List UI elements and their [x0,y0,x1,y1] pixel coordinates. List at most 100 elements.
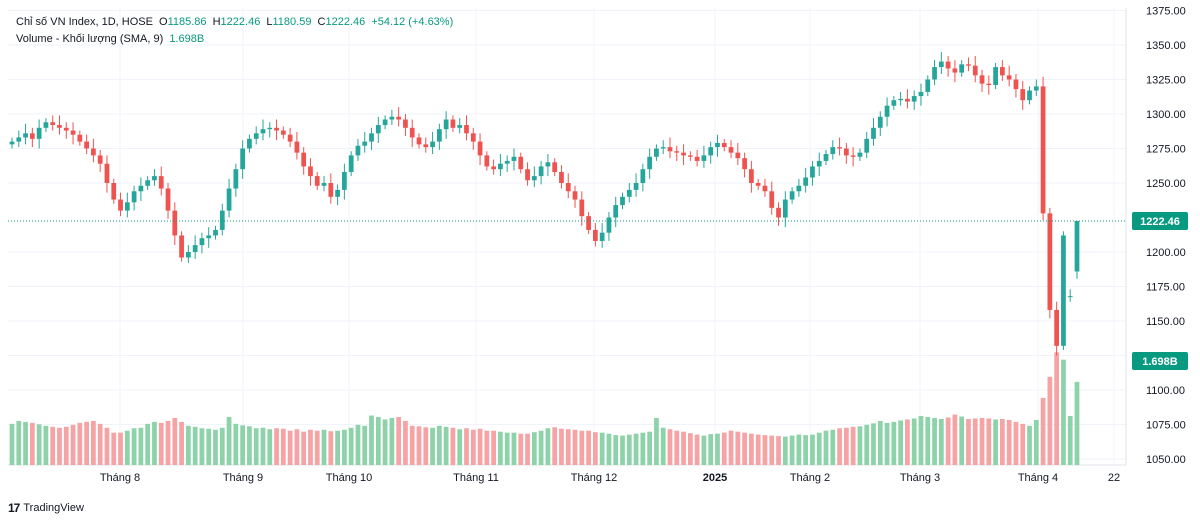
time-axis[interactable]: Tháng 8 Tháng 9 Tháng 10 Tháng 11 Tháng 12 20… [100,472,1120,484]
time-tick-label: Tháng 10 [326,472,372,484]
candle-body [925,79,931,92]
volume-bar [762,435,768,465]
change-value: +54.12 (+4.63%) [371,16,454,28]
candle-body [837,147,842,149]
candle-body [213,229,218,236]
volume-bar [918,416,924,465]
volume-bar [335,430,340,465]
volume-bar [694,434,700,465]
volume-bar [1074,381,1080,465]
candle-body [1027,90,1032,101]
volume-bar [660,427,666,465]
volume-bar [905,419,910,465]
volume-bar [57,427,62,465]
candle-body [654,148,659,157]
candle-body [450,119,456,128]
volume-bar [1020,423,1026,465]
candle-body [1040,86,1046,214]
candle-body [1054,309,1060,346]
symbol-title[interactable]: Chỉ số VN Index, 1D, HOSE [16,16,153,28]
volume-bar [63,426,69,465]
volume-bar [681,431,686,465]
candle-body [1047,213,1053,310]
tradingview-footer[interactable]: 17 TradingView [8,501,84,515]
candle-body [599,232,605,241]
time-tick-label: Tháng 8 [100,472,140,484]
volume-bar [776,436,781,465]
candle-body [694,156,700,161]
volume-bar [674,430,680,465]
candle-body [959,64,965,73]
candle-body [993,67,998,86]
candle-body [375,125,381,134]
low-value: 1180.59 [272,16,312,28]
candle-body [199,238,205,246]
candle-body [1020,89,1026,101]
volume-bar [864,424,870,465]
volume-bar [294,429,300,465]
volume-bar [213,429,218,465]
volume-bar [626,434,632,465]
price-axis[interactable]: 1375.00 1350.00 1325.00 1300.00 1275.00 1250.… [1146,6,1186,467]
volume-bar [409,425,415,465]
candle-body [884,105,890,117]
low-label: L [266,16,273,28]
candle-body [63,127,69,131]
volume-tag-text: 1.698B [1142,356,1178,368]
volume-bar [104,427,110,465]
candle-body [911,96,917,102]
candle-body [464,125,469,134]
candle-body [966,64,971,66]
candle-body [369,133,374,142]
candle-body [335,189,340,197]
volume-bar [620,435,625,465]
chart-legend: Chỉ số VN Index, 1D, HOSE O1185.86 H1222… [16,14,453,48]
volume-bar [355,424,361,465]
candle-body [124,202,130,211]
candle-body [647,156,653,170]
candle-body [850,155,856,157]
volume-bar [579,430,585,465]
candle-body [979,75,985,84]
candle-body [728,147,734,153]
candle-body [118,199,123,211]
volume-label[interactable]: Volume - Khối lượng (SMA, 9) [16,33,164,45]
candle-body [742,158,747,170]
volume-bar [565,429,571,465]
candle-body [97,155,103,164]
volume-legend-row[interactable]: Volume - Khối lượng (SMA, 9) 1.698B [16,31,453,48]
price-tick-label: 1300.00 [1146,109,1186,121]
candle-body [185,252,191,258]
volume-bar [301,431,307,465]
volume-bar [1006,419,1012,465]
volume-bar [1061,359,1066,465]
volume-bar [362,425,368,465]
volume-bar [50,426,56,465]
candle-body [179,235,184,258]
volume-bar [654,417,659,465]
volume-bar [959,416,965,465]
volume-bar [328,431,334,465]
candle-body [138,185,144,192]
volume-bar [803,435,809,465]
volume-bar [199,428,205,465]
candle-body [219,210,225,230]
candle-body [29,133,35,139]
volume-bar [247,426,252,465]
candle-body [1000,67,1005,76]
volume-value: 1.698B [169,33,205,45]
symbol-legend-row[interactable]: Chỉ số VN Index, 1D, HOSE O1185.86 H1222… [16,14,453,31]
candle-body [91,148,96,156]
volume-bar [837,428,842,465]
volume-bar [986,418,992,465]
candle-body [253,133,259,139]
volume-bar [450,427,456,465]
candle-body [613,205,619,218]
candle-body [308,166,313,177]
volume-bar [606,433,612,465]
candle-body [240,148,246,170]
volume-bar [830,429,836,465]
candle-body [898,98,904,101]
candle-body [830,147,836,155]
